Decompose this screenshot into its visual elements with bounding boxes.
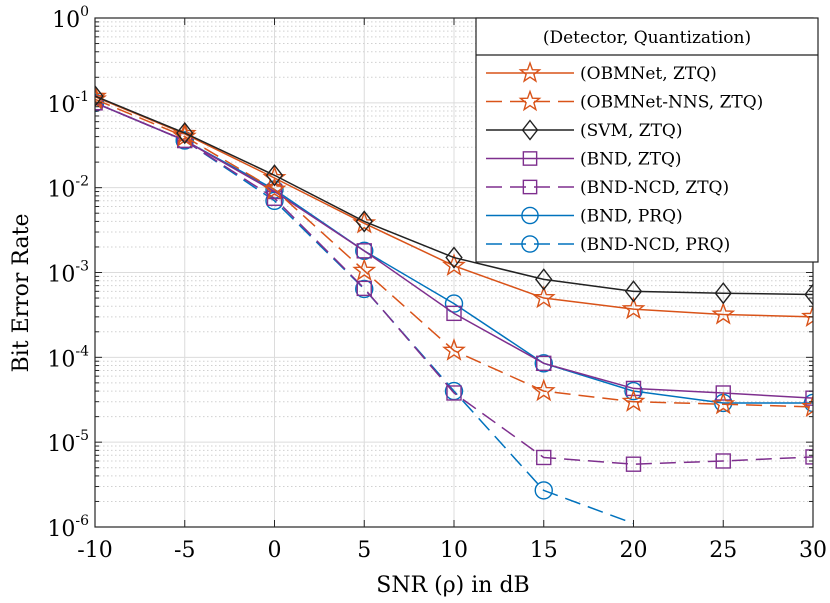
data-point-diamond (535, 268, 553, 291)
data-point-star (518, 89, 542, 112)
data-point-diamond (521, 119, 539, 141)
x-tick-label: -10 (77, 538, 112, 563)
data-point-square (805, 449, 813, 465)
legend-entries: (OBMNet, ZTQ) (OBMNet-NNS, ZTQ) (SVM, ZTQ)… (486, 60, 763, 255)
data-point-square (625, 456, 642, 472)
data-point-square (625, 380, 642, 397)
legend-label: (BND, PRQ) (580, 207, 683, 227)
data-point-diamond (95, 84, 104, 108)
data-point-star (531, 285, 556, 309)
data-point-circle (444, 294, 464, 313)
data-point-circle (624, 381, 643, 401)
legend: (Detector, Quantization) (OBMNet, ZTQ)(O… (475, 17, 819, 263)
legend-entry: (BND-NCD, ZTQ) (486, 178, 729, 198)
data-point-star (262, 176, 287, 200)
x-tick-label: 0 (268, 538, 282, 563)
data-point-square (536, 355, 552, 372)
y-tick-label: 10-2 (47, 174, 89, 203)
y-tick-label: 10-4 (47, 343, 89, 372)
x-tick-label: -5 (174, 538, 195, 563)
data-point-star (711, 301, 736, 325)
data-point-square (356, 280, 372, 297)
x-tick-label: 15 (530, 538, 558, 563)
data-point-square (446, 305, 462, 322)
data-point-diamond (804, 283, 813, 306)
series-2 (95, 84, 813, 306)
data-point-star (442, 338, 466, 361)
data-point-circle (803, 393, 813, 413)
y-tick-label: 100 (52, 4, 89, 33)
x-tick-label: 25 (709, 538, 737, 563)
data-point-square (715, 385, 731, 401)
data-point-square (356, 243, 372, 259)
data-point-star (621, 389, 646, 412)
x-tick-labels: -10 -5 0 5 10 15 20 25 30 (77, 538, 827, 563)
legend-label: (BND-NCD, PRQ) (580, 235, 730, 255)
legend-entry: (BND, ZTQ) (486, 150, 682, 170)
data-point-star (518, 60, 542, 83)
legend-box (475, 17, 819, 263)
series-line (95, 96, 813, 318)
data-point-circle (534, 354, 553, 373)
data-point-circle (175, 131, 194, 150)
legend-label: (OBMNet, ZTQ) (580, 64, 717, 84)
y-tick-label: 10-6 (47, 513, 89, 542)
y-tick-labels: 100 10-1 10-2 10-3 10-4 10-5 10-6 (47, 4, 89, 542)
legend-entry: (BND-NCD, PRQ) (486, 235, 730, 255)
legend-label: (OBMNet-NNS, ZTQ) (580, 93, 763, 113)
data-point-star (801, 304, 813, 328)
data-point-circle (534, 481, 553, 500)
y-tick-label: 10-5 (47, 428, 89, 457)
data-point-circle (521, 206, 539, 225)
data-point-square (805, 390, 813, 406)
legend-entry: (BND, PRQ) (486, 207, 683, 227)
data-point-star (352, 258, 377, 281)
data-point-star (621, 296, 646, 320)
legend-label: (BND-NCD, ZTQ) (580, 178, 729, 198)
y-tick-label: 10-1 (47, 89, 89, 118)
legend-entry: (SVM, ZTQ) (486, 119, 683, 141)
data-point-circle (355, 279, 374, 299)
data-point-star (711, 391, 736, 415)
data-point-diamond (445, 246, 463, 269)
data-point-diamond (714, 282, 732, 305)
legend-entry: (OBMNet, ZTQ) (486, 60, 717, 84)
series-line (95, 95, 813, 296)
data-point-star (442, 253, 466, 276)
legend-label: (BND, ZTQ) (580, 150, 682, 170)
data-point-star (531, 378, 556, 402)
data-point-diamond (355, 210, 373, 233)
data-point-star (801, 394, 813, 418)
data-point-diamond (624, 280, 643, 303)
data-point-star (95, 84, 107, 107)
y-tick-label: 10-3 (47, 259, 89, 288)
data-point-square (522, 151, 538, 166)
data-point-diamond (176, 121, 194, 145)
x-tick-label: 5 (357, 538, 371, 563)
legend-label: (SVM, ZTQ) (580, 121, 683, 141)
x-tick-label: 10 (440, 538, 468, 563)
x-tick-label: 20 (620, 538, 648, 563)
series-line (95, 102, 813, 399)
data-point-square (446, 385, 462, 401)
series-line (95, 98, 813, 408)
legend-entry: (OBMNet-NNS, ZTQ) (486, 89, 763, 113)
series-line (95, 102, 813, 465)
x-tick-label: 30 (799, 538, 827, 563)
data-point-square (522, 179, 538, 195)
y-axis-label: Bit Error Rate (9, 214, 34, 373)
legend-title: (Detector, Quantization) (543, 28, 751, 48)
data-point-square (536, 449, 552, 466)
data-point-circle (521, 235, 539, 253)
x-axis-label: SNR (ρ) in dB (376, 573, 529, 598)
data-point-diamond (265, 164, 284, 187)
data-point-square (715, 453, 731, 469)
